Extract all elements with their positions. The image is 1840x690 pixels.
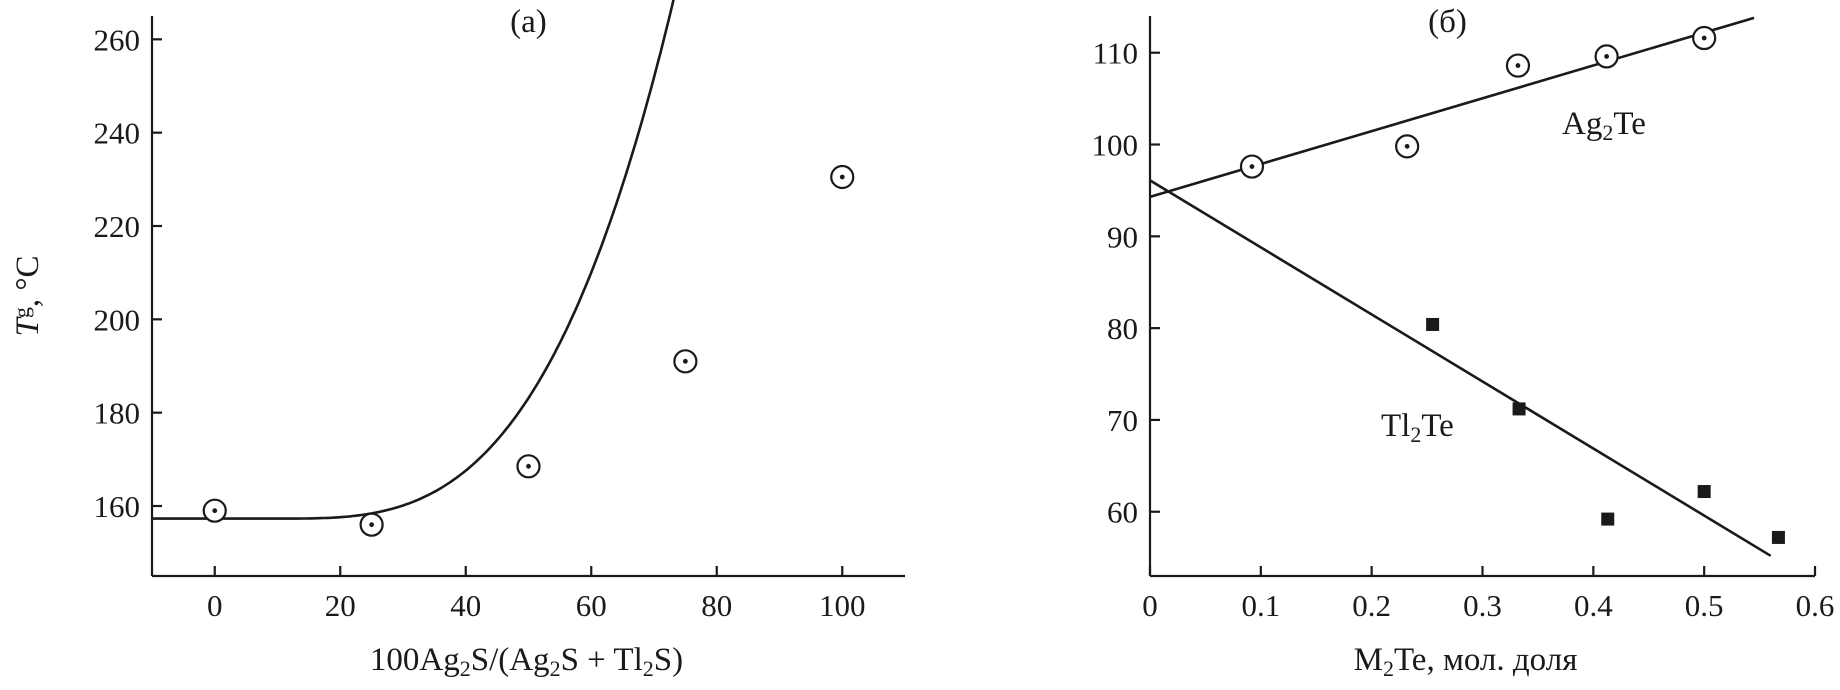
- y-tick-label: 80: [1107, 311, 1138, 346]
- y-tick-label: 100: [1092, 128, 1139, 163]
- series-label: Ag2Te: [1562, 106, 1646, 145]
- y-tick-label: 70: [1107, 403, 1138, 438]
- y-tick-label: 260: [94, 22, 141, 57]
- y-tick-label: 200: [94, 302, 141, 337]
- data-point: [1771, 530, 1785, 544]
- data-point: [359, 512, 384, 537]
- x-tick-label: 20: [325, 588, 356, 623]
- y-axis-label: Tg, °C: [9, 255, 46, 336]
- x-tick-label: 0: [207, 588, 223, 623]
- y-tick-label: 180: [94, 396, 141, 431]
- data-point: [516, 454, 541, 479]
- data-point: [1594, 44, 1619, 69]
- x-tick-label: 0.2: [1352, 588, 1391, 623]
- data-point: [1395, 134, 1420, 159]
- panel-label: (б): [1428, 4, 1467, 40]
- y-tick-label: 160: [94, 489, 141, 524]
- data-point: [673, 349, 698, 374]
- y-tick-label: 220: [94, 209, 141, 244]
- x-tick-label: 0.6: [1796, 588, 1835, 623]
- x-tick-label: 60: [576, 588, 607, 623]
- x-tick-label: 0: [1142, 588, 1158, 623]
- x-tick-label: 0.4: [1574, 588, 1613, 623]
- x-tick-label: 0.3: [1463, 588, 1502, 623]
- series-1: Tl2Te: [1149, 179, 1785, 557]
- x-tick-label: 0.1: [1241, 588, 1280, 623]
- y-tick-label: 110: [1093, 36, 1138, 71]
- data-point: [1512, 402, 1526, 416]
- data-point: [1426, 317, 1440, 331]
- x-tick-label: 40: [450, 588, 481, 623]
- x-tick-label: 0.5: [1685, 588, 1724, 623]
- data-point: [202, 498, 227, 523]
- series-0: Ag2Te: [1149, 16, 1755, 199]
- y-tick-label: 60: [1107, 495, 1138, 530]
- chart-panel-a: 0 20 40 60 80 100 160 180 200 220 240 260 (а) 100Ag2S…: [9, 0, 905, 681]
- data-point: [1505, 53, 1531, 78]
- y-tick-label: 90: [1107, 219, 1138, 254]
- data-point: [1239, 154, 1265, 179]
- panel-label: (а): [510, 4, 547, 40]
- series-label: Tl2Te: [1381, 408, 1454, 447]
- chart-panel-b: 0 0.1 0.2 0.3 0.4 0.5 0.6 60 70 80 90 100 110 (б) M2Te…: [1092, 4, 1835, 681]
- data-point: [1697, 485, 1711, 499]
- x-axis-label: M2Te, мол. доля: [1354, 642, 1578, 681]
- x-axis-label: 100Ag2S/(Ag2S + Tl2S): [370, 642, 683, 681]
- fit-line: [1149, 179, 1772, 557]
- x-tick-label: 100: [819, 588, 866, 623]
- y-tick-label: 240: [94, 116, 141, 151]
- data-point: [1692, 25, 1717, 51]
- data-point: [830, 164, 855, 190]
- data-point: [1601, 512, 1615, 526]
- fit-curve: [152, 0, 675, 520]
- x-tick-label: 80: [701, 588, 732, 623]
